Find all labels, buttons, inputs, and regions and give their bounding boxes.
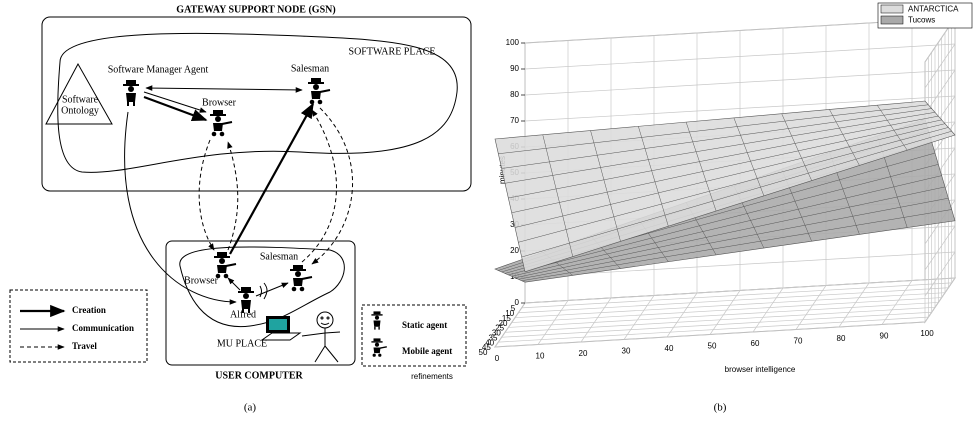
- place-label: MU PLACE: [217, 338, 267, 349]
- caption: (a): [244, 402, 257, 414]
- mobile-agent-icon: [308, 78, 330, 104]
- y-tick-label: 30: [622, 347, 631, 356]
- z-tick-label: 90: [510, 64, 519, 73]
- agent-label: Browser: [184, 275, 219, 286]
- x-tick-label: 50: [479, 348, 488, 357]
- mobile-agent-icon: [290, 265, 312, 291]
- y-tick-label: 0: [495, 354, 500, 363]
- z-tick-label: 0: [515, 298, 520, 307]
- agent-label: Salesman: [291, 63, 329, 74]
- legend-label: Mobile agent: [402, 346, 452, 356]
- agent-label: Alfred: [230, 309, 256, 320]
- ontology-label: Software: [62, 94, 99, 105]
- user-computer-title: USER COMPUTER: [215, 370, 303, 381]
- ontology-label: Ontology: [61, 105, 99, 116]
- y-tick-label: 90: [880, 332, 889, 341]
- axis-title: browser intelligence: [725, 365, 796, 374]
- legend-label: Creation: [72, 305, 106, 315]
- z-tick-label: 100: [506, 38, 520, 47]
- surface-chart: 0102030405060708090100510152025303540455…: [411, 3, 972, 414]
- legend-label: Travel: [72, 341, 97, 351]
- travel-arrow: [302, 110, 336, 262]
- agent-label: Software Manager Agent: [108, 64, 209, 75]
- gsn-box: [42, 17, 471, 191]
- figure: GATEWAY SUPPORT NODE (GSN) SOFTWARE PLAC…: [0, 0, 974, 421]
- software-place-label: SOFTWARE PLACE: [349, 46, 436, 57]
- z-tick-label: 70: [510, 116, 519, 125]
- communication-arrow: [125, 112, 236, 302]
- caption: (b): [714, 402, 727, 414]
- communication-arrow: [146, 88, 302, 90]
- communication-arrow: [228, 278, 240, 290]
- gsn-title: GATEWAY SUPPORT NODE (GSN): [176, 4, 335, 15]
- legend-label: Communication: [72, 323, 134, 333]
- agent-label: Browser: [202, 97, 237, 108]
- axis-title: refinements: [411, 372, 453, 381]
- user-figure: [302, 312, 340, 362]
- creation-arrow: [230, 104, 313, 254]
- diagram: GATEWAY SUPPORT NODE (GSN) SOFTWARE PLAC…: [10, 4, 471, 413]
- y-tick-label: 40: [665, 344, 674, 353]
- legend-label: ANTARCTICA: [908, 5, 959, 14]
- laptop-icon: [262, 316, 300, 340]
- legend-label: Tucows: [908, 16, 935, 25]
- z-tick-label: 20: [510, 246, 519, 255]
- y-tick-label: 20: [579, 349, 588, 358]
- y-tick-label: 10: [536, 352, 545, 361]
- static-agent-icon: [371, 311, 382, 329]
- z-tick-label: 80: [510, 90, 519, 99]
- y-tick-label: 80: [837, 334, 846, 343]
- y-tick-label: 70: [794, 337, 803, 346]
- static-agent-icon: [123, 80, 139, 106]
- y-tick-label: 100: [920, 329, 934, 338]
- antenna-waves: [260, 283, 267, 299]
- legend-label: Static agent: [402, 320, 447, 330]
- travel-arrow: [228, 142, 238, 250]
- y-tick-label: 50: [708, 342, 717, 351]
- agent-label: Salesman: [260, 251, 298, 262]
- legend-swatch: [881, 16, 903, 24]
- legend-swatch: [881, 5, 903, 13]
- y-tick-label: 60: [751, 339, 760, 348]
- mobile-agent-icon: [210, 110, 232, 136]
- mobile-agent-icon: [371, 338, 386, 356]
